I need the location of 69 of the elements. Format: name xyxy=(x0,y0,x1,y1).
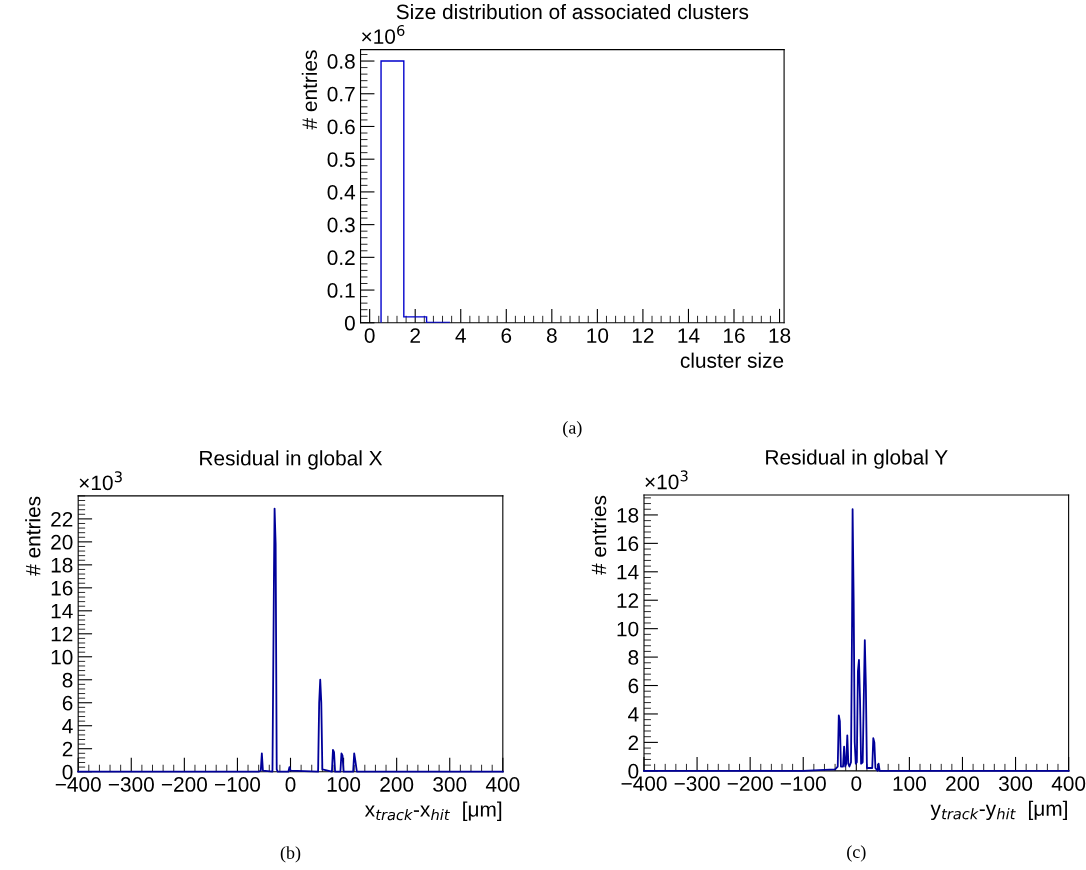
y-axis-title: # entries xyxy=(301,50,318,130)
y-tick-label: 6 xyxy=(62,695,73,711)
x-tick-label: −200 xyxy=(727,776,773,791)
x-tick-label: 16 xyxy=(724,328,745,343)
y-tick-label: 0.8 xyxy=(327,54,355,69)
y-tick-label: 0 xyxy=(344,315,355,331)
x-axis-title: cluster size xyxy=(680,352,784,368)
x-tick-label: 300 xyxy=(998,776,1033,791)
y-tick-label: 12 xyxy=(617,593,639,608)
x-tick-label: 14 xyxy=(678,328,700,343)
text: (c) xyxy=(847,845,866,862)
x-tick-label: −300 xyxy=(674,776,720,791)
chart-title: Size distribution of associated clusters xyxy=(396,3,749,20)
x-axis-title: x$_{track}$-x$_{hit}$ [μm] xyxy=(364,801,502,821)
x-tick-label: −300 xyxy=(108,777,154,792)
x-tick-label: 6 xyxy=(501,328,512,343)
x-axis-title: y$_{track}$-y$_{hit}$ [μm] xyxy=(930,800,1067,821)
y-tick-label: 22 xyxy=(51,511,73,527)
x-tick-label: −200 xyxy=(161,777,207,792)
y-tick-label: 14 xyxy=(617,565,639,580)
text: ×10$^{3}$ xyxy=(645,470,688,490)
y-tick-label: 10 xyxy=(617,621,639,637)
chart-title: Residual in global X xyxy=(200,450,383,470)
y-tick-label: 0.4 xyxy=(327,184,356,200)
x-tick-label: 18 xyxy=(769,328,791,343)
x-tick-label: 0 xyxy=(364,328,375,343)
y-tick-label: 0.3 xyxy=(327,217,355,233)
y-tick-label: 18 xyxy=(617,507,639,523)
y-tick-label: 4 xyxy=(62,718,73,734)
x-tick-label: 200 xyxy=(380,777,414,792)
y-tick-label: 0.1 xyxy=(327,283,355,298)
x-tick-label: 10 xyxy=(587,328,609,343)
y-axis-title: # entries xyxy=(590,495,607,575)
x-tick-label: 4 xyxy=(455,328,466,343)
x-tick-label: 0 xyxy=(285,777,296,792)
text: ×10$^{6}$ xyxy=(362,24,405,44)
y-tick-label: 16 xyxy=(51,580,73,596)
x-tick-label: 0 xyxy=(851,776,862,791)
x-tick-label: 400 xyxy=(485,777,520,792)
y-tick-label: 4 xyxy=(628,707,639,722)
x-tick-label: 200 xyxy=(946,776,980,791)
y-tick-label: 10 xyxy=(51,649,73,665)
x-tick-label: 300 xyxy=(433,777,467,792)
y-tick-label: 0.2 xyxy=(327,250,355,266)
y-tick-label: 8 xyxy=(62,672,73,688)
text: (a) xyxy=(563,421,582,438)
text: (b) xyxy=(280,846,301,863)
y-tick-label: 12 xyxy=(51,626,73,642)
y-tick-label: 0.6 xyxy=(327,119,355,135)
y-tick-label: 20 xyxy=(51,534,73,550)
x-tick-label: −100 xyxy=(214,777,261,792)
y-tick-label: 14 xyxy=(51,604,73,619)
y-tick-label: 0.5 xyxy=(327,152,355,167)
y-tick-label: 2 xyxy=(62,741,73,757)
y-axis-title: # entries xyxy=(25,496,41,576)
chart-title: Residual in global Y xyxy=(766,449,948,469)
x-tick-label: 8 xyxy=(546,328,557,343)
x-tick-label: 100 xyxy=(893,776,926,791)
y-tick-label: 16 xyxy=(617,536,639,552)
x-tick-label: 100 xyxy=(327,777,361,792)
y-tick-label: 8 xyxy=(628,650,639,665)
text: ×10$^{3}$ xyxy=(79,471,122,491)
x-tick-label: 2 xyxy=(410,328,420,343)
y-tick-label: 6 xyxy=(628,678,639,694)
y-tick-label: 18 xyxy=(51,557,73,573)
x-tick-label: 400 xyxy=(1051,776,1086,791)
y-tick-label: 0.7 xyxy=(327,86,355,102)
y-tick-label: 2 xyxy=(628,735,639,750)
x-tick-label: −100 xyxy=(780,776,826,791)
